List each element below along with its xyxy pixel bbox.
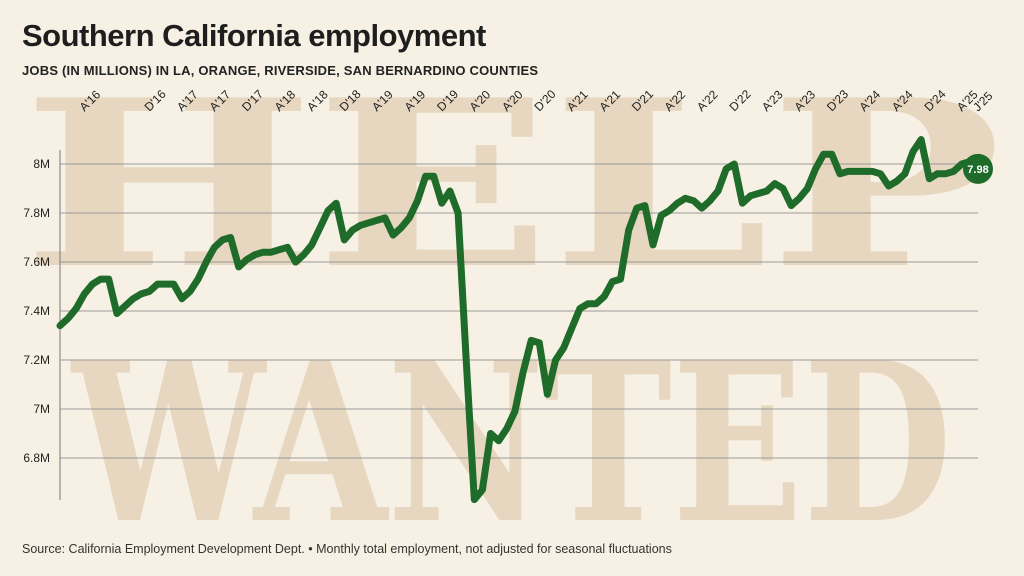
x-tick-label: A'21: [597, 87, 624, 114]
x-tick-label: A'19: [369, 87, 396, 114]
employment-series-line: [56, 136, 982, 504]
end-value-label: 7.98: [967, 164, 988, 176]
x-tick-label: D'19: [434, 87, 461, 114]
x-tick-label: D'21: [629, 87, 656, 114]
chart-title: Southern California employment: [22, 18, 486, 53]
x-tick-label: D'22: [727, 87, 754, 114]
x-tick-label: A'20: [499, 87, 526, 114]
x-tick-label: A'22: [662, 87, 689, 114]
source-note: Source: California Employment Developmen…: [22, 542, 672, 556]
y-tick-label: 7.6M: [23, 255, 50, 269]
x-tick-label: D'24: [921, 87, 948, 114]
x-tick-label: A'24: [889, 87, 916, 114]
x-tick-label: A'23: [791, 87, 818, 114]
x-tick-label: A'20: [467, 87, 494, 114]
x-tick-label: A'17: [174, 87, 201, 114]
x-tick-label: A'22: [694, 87, 721, 114]
x-tick-label: A'18: [304, 87, 331, 114]
x-tick-label: A'17: [207, 87, 234, 114]
y-tick-label: 7.4M: [23, 304, 50, 318]
chart-subtitle: JOBS (IN MILLIONS) IN LA, ORANGE, RIVERS…: [22, 63, 539, 78]
x-tick-label: A'23: [759, 87, 786, 114]
x-tick-label: A'18: [272, 87, 299, 114]
y-tick-label: 7M: [33, 402, 50, 416]
x-tick-label: A'16: [77, 87, 104, 114]
gridlines: 6.8M 7M 7.2M 7.4M 7.6M 7.8M 8M: [23, 150, 978, 500]
x-tick-label: A'24: [856, 87, 883, 114]
x-tick-label: A'19: [402, 87, 429, 114]
x-tick-label: D'18: [337, 87, 364, 114]
end-marker-layer: 7.98: [963, 153, 993, 184]
y-tick-label: 8M: [33, 157, 50, 171]
x-tick-label: D'20: [532, 87, 559, 114]
x-tick-label: A'21: [564, 87, 591, 114]
x-tick-label: D'16: [142, 87, 169, 114]
series-layer: [56, 136, 982, 504]
y-tick-label: 6.8M: [23, 451, 50, 465]
end-value-marker: [963, 153, 993, 184]
y-tick-label: 7.8M: [23, 206, 50, 220]
y-tick-label: 7.2M: [23, 353, 50, 367]
x-tick-label: D'17: [239, 87, 266, 114]
x-tick-label: D'23: [824, 87, 851, 114]
x-axis-ticks: A'16 D'16 A'17 A'17 D'17 A'18 A'18 D'18 A'19 A'19…: [77, 87, 996, 114]
